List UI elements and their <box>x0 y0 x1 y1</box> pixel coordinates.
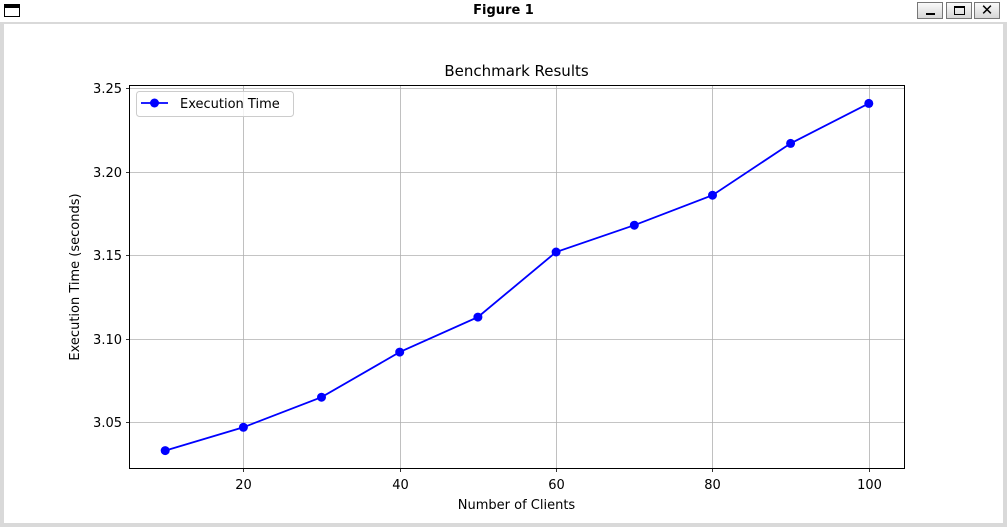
maximize-button[interactable] <box>946 2 972 19</box>
data-series <box>160 98 874 456</box>
line-chart: Benchmark Results 20 40 60 80 100 3.05 3.10 3.1… <box>68 62 905 513</box>
minimize-button[interactable] <box>917 2 943 19</box>
window-titlebar: Figure 1 ✕ <box>0 0 1007 22</box>
legend: Execution Time <box>136 91 294 117</box>
y-tick-label: 3.05 <box>93 416 122 431</box>
window-title: Figure 1 <box>473 3 534 18</box>
y-tick-label: 3.25 <box>93 82 122 97</box>
legend-marker-sample <box>150 98 159 108</box>
data-point <box>473 312 483 322</box>
y-tick-label: 3.15 <box>93 249 122 264</box>
legend-box <box>136 91 294 117</box>
y-tick-label: 3.10 <box>93 333 122 348</box>
y-tick-label: 3.20 <box>93 166 122 181</box>
series-line <box>164 102 870 452</box>
data-point <box>786 138 796 148</box>
close-button[interactable]: ✕ <box>974 2 1000 19</box>
x-tick-label: 20 <box>235 478 252 493</box>
y-axis-label: Execution Time (seconds) <box>68 193 83 360</box>
data-point <box>317 392 326 402</box>
minimize-icon <box>926 13 935 15</box>
x-tick-label: 100 <box>857 478 882 493</box>
data-point <box>160 446 170 456</box>
data-point <box>551 247 561 257</box>
x-tick-label: 60 <box>548 478 565 493</box>
close-icon: ✕ <box>980 1 994 19</box>
legend-label: Execution Time <box>180 97 280 112</box>
data-point <box>708 190 717 200</box>
data-point <box>629 220 639 230</box>
grid-lines <box>130 86 904 468</box>
x-tick-label: 80 <box>704 478 721 493</box>
x-tick-label: 40 <box>392 478 409 493</box>
window-icon <box>4 4 20 17</box>
x-axis-label: Number of Clients <box>458 498 576 513</box>
data-point <box>238 422 248 432</box>
data-point <box>864 98 874 108</box>
chart-title: Benchmark Results <box>444 62 589 80</box>
axis-ticks: 20 40 60 80 100 3.05 3.10 3.15 3.20 3.25 <box>93 82 882 493</box>
maximize-icon <box>954 6 965 15</box>
data-point <box>395 347 405 357</box>
plot-frame <box>129 85 905 469</box>
figure-canvas: Benchmark Results 20 40 60 80 100 3.05 3.10 3.1… <box>4 24 1003 523</box>
